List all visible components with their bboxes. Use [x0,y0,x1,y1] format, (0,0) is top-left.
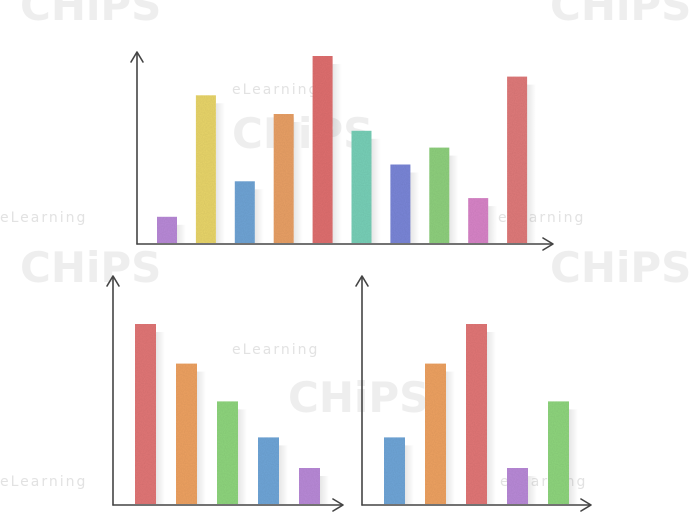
chart-1-bar-3-shadow [254,189,264,243]
watermark-small-4: eLearning [232,342,319,358]
chart-3-y-arrow-icon [355,275,369,287]
chart-2-y-arrow-icon [106,275,120,287]
chart-2-bar-5-shadow [320,476,329,504]
chart-3-bar-5 [548,401,569,504]
watermark-large-4: CHiPS [288,373,429,422]
chart-1-bar-4 [273,114,294,243]
watermark-large-1: CHiPS [232,109,373,158]
chart-1-bar-1-shadow [177,224,186,243]
chart-1-bar-5 [312,56,333,243]
chart-1-bar-8 [429,147,450,243]
chart-2 [135,324,329,504]
bars-layer [135,56,578,504]
chart-2-bar-2 [176,363,197,504]
watermark-small-2: eLearning [0,210,87,226]
chart-1-bar-10-shadow [527,84,537,243]
chart-3-axes [355,275,592,512]
chart-1-bar-4-shadow [293,122,303,243]
chart-1-y-arrow-icon [130,51,144,63]
watermark: eLearning CHiPS eLearning eLearning CHiP… [0,0,691,490]
axes-layer [106,51,592,512]
chart-1-bar-7-shadow [410,172,420,243]
chart-3-bar-1-shadow [405,445,414,504]
watermark-large-6: CHiPS [550,0,691,30]
chart-1 [157,56,537,243]
chart-1-bar-6-shadow [371,138,381,243]
chart-2-x-arrow-icon [332,498,344,512]
chart-1-bar-1 [157,216,177,243]
chart-2-bar-3-shadow [238,409,247,504]
chart-1-bar-5-shadow [332,64,342,243]
chart-1-bar-2-shadow [215,103,225,243]
chart-3-bar-2 [425,363,446,504]
chart-3-bar-4 [507,468,528,504]
chart-3-bar-3-shadow [487,332,496,504]
watermark-small-5: eLearning [0,474,87,490]
watermark-large-3: CHiPS [550,243,691,292]
chart-1-bar-6 [351,130,372,243]
watermark-small-1: eLearning [232,82,319,98]
watermark-large-5: CHiPS [20,0,161,30]
chart-1-bar-3 [234,181,255,243]
chart-2-bar-4-shadow [279,445,288,504]
chart-2-bar-4 [258,437,279,504]
chart-3-x-arrow-icon [580,498,592,512]
chart-1-x-arrow-icon [542,237,554,251]
chart-3 [384,324,578,504]
chart-1-bar-7 [390,164,411,243]
chart-2-bar-1 [135,324,156,504]
chart-2-bar-1-shadow [156,332,165,504]
chart-3-bar-2-shadow [446,371,455,504]
watermark-large-2: CHiPS [20,243,161,292]
chart-1-axes [130,51,554,251]
chart-2-bar-3 [217,401,238,504]
chart-1-bar-9 [468,198,489,243]
chart-2-axes [106,275,344,512]
chart-3-bar-3 [466,324,487,504]
chart-2-bar-2-shadow [197,371,206,504]
chart-1-bar-8-shadow [449,155,459,243]
chart-1-bar-9-shadow [488,206,498,243]
chart-1-bar-10 [507,76,528,243]
chart-1-bar-2 [195,95,216,243]
chart-2-bar-5 [299,468,320,504]
chart-3-bar-5-shadow [569,409,578,504]
chart-3-bar-1 [384,437,405,504]
chart-3-bar-4-shadow [528,476,537,504]
